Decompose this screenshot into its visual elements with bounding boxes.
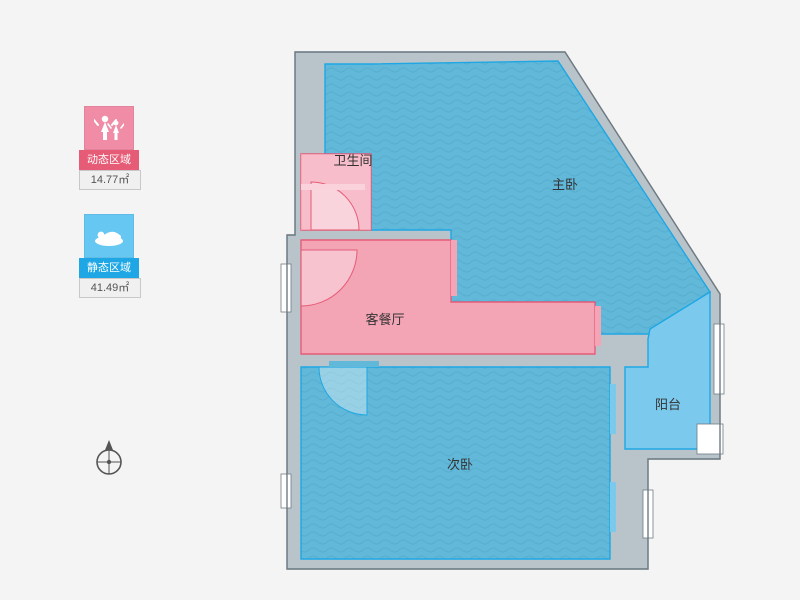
room-second_bedroom: 次卧 bbox=[301, 367, 610, 559]
door bbox=[301, 184, 365, 190]
legend-static-label: 静态区域 bbox=[79, 258, 139, 278]
legend-dynamic: 动态区域 14.77㎡ bbox=[79, 106, 139, 190]
legend: 动态区域 14.77㎡ 静态区域 41.49㎡ bbox=[79, 106, 149, 322]
room-bathroom: 卫生间 bbox=[301, 153, 373, 230]
legend-static: 静态区域 41.49㎡ bbox=[79, 214, 139, 298]
floor-plan: 主卧 卫生间客餐厅次卧 阳台 bbox=[255, 34, 735, 574]
wall-opening bbox=[697, 424, 723, 454]
door bbox=[329, 361, 379, 367]
people-icon bbox=[84, 106, 134, 150]
room-label-bathroom: 卫生间 bbox=[333, 153, 372, 168]
room-label-second_bedroom: 次卧 bbox=[447, 457, 473, 472]
legend-static-value: 41.49㎡ bbox=[79, 278, 141, 298]
door bbox=[610, 482, 616, 532]
wall-opening bbox=[714, 324, 724, 394]
wall-opening bbox=[281, 474, 291, 508]
room-label-balcony: 阳台 bbox=[655, 397, 681, 412]
legend-dynamic-value: 14.77㎡ bbox=[79, 170, 141, 190]
room-label-living_dining: 客餐厅 bbox=[365, 312, 404, 327]
door bbox=[610, 384, 616, 434]
legend-dynamic-label: 动态区域 bbox=[79, 150, 139, 170]
compass-icon bbox=[90, 440, 128, 478]
room-label-master_bedroom: 主卧 bbox=[552, 177, 578, 192]
wall-opening bbox=[281, 264, 291, 312]
door bbox=[595, 306, 601, 346]
door bbox=[451, 240, 457, 296]
sleep-icon bbox=[84, 214, 134, 258]
